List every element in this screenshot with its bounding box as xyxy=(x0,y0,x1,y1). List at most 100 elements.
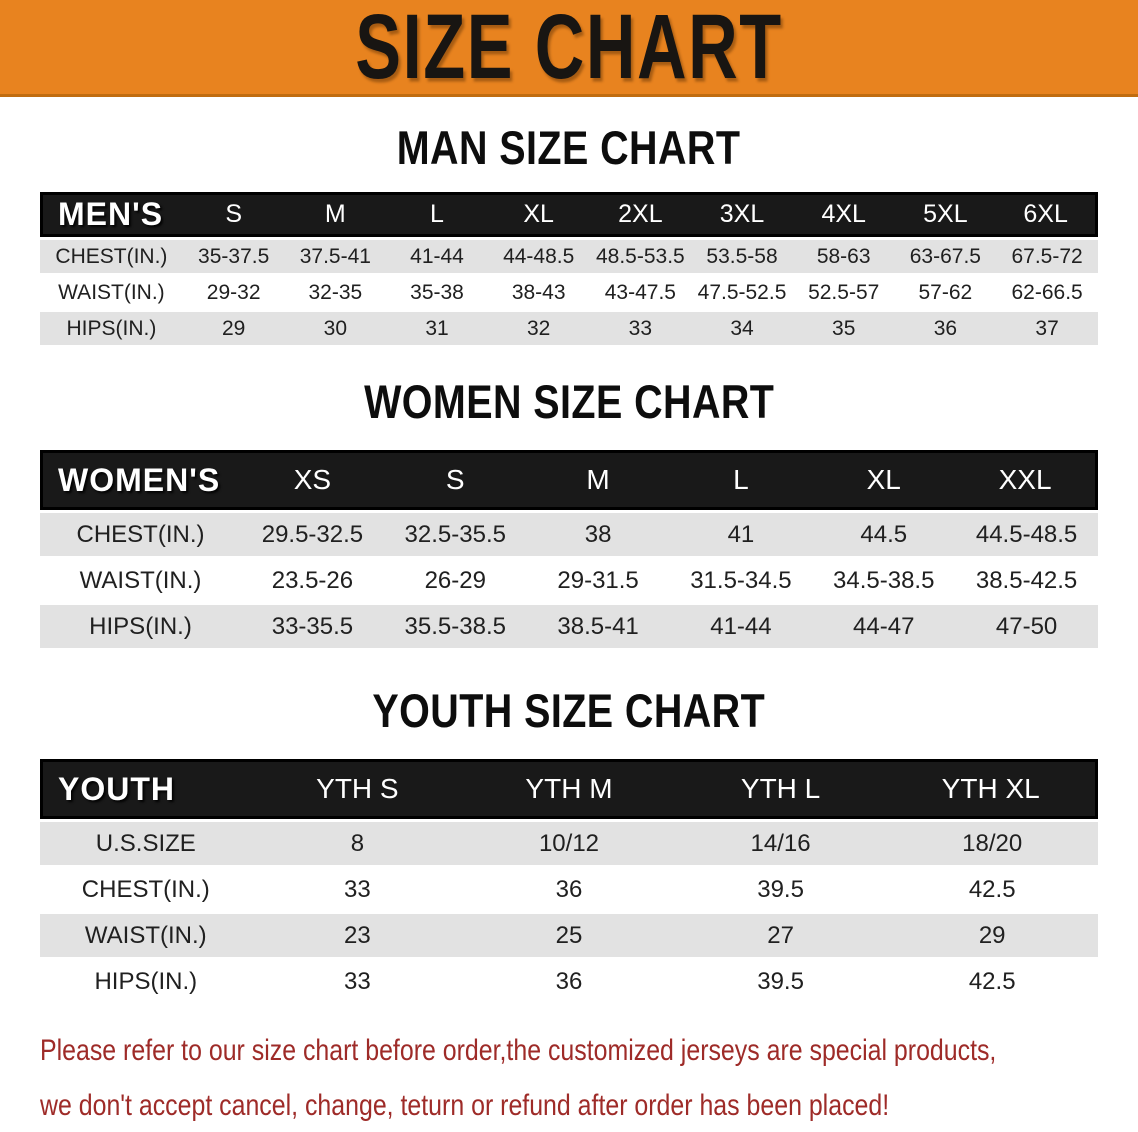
size-column-header: YTH L xyxy=(674,759,887,819)
size-value-cell: 32-35 xyxy=(308,280,363,304)
size-value-cell: 42.5 xyxy=(968,967,1016,995)
size-value-cell: 58-63 xyxy=(816,244,871,268)
size-value-cell: 29-32 xyxy=(206,280,261,304)
measurement-label: WAIST(IN.) xyxy=(84,921,207,949)
size-value-cell: 31.5-34.5 xyxy=(690,566,792,594)
youth-size-table: YOUTH YTH S YTH M YTH L YTH XL U.S.SIZE 8 10/12… xyxy=(40,756,1098,1006)
size-value-cell: 31 xyxy=(425,316,449,340)
measurement-label: HIPS(IN.) xyxy=(94,967,198,995)
size-value-cell: 42.5 xyxy=(968,875,1016,903)
size-value-cell: 47-50 xyxy=(995,612,1058,640)
size-column-header: XXL xyxy=(955,450,1098,510)
size-column-header: YTH S xyxy=(251,759,464,819)
size-value-cell: 29-31.5 xyxy=(557,566,639,594)
measurement-label: CHEST(IN.) xyxy=(55,244,168,268)
table-header-row: YOUTH YTH S YTH M YTH L YTH XL xyxy=(40,759,1098,819)
size-value-cell: 25 xyxy=(555,921,583,949)
disclaimer-line-2: we don't accept cancel, change, teturn o… xyxy=(40,1089,890,1122)
measurement-row: CHEST(IN.) 29.5-32.5 32.5-35.5 38 41 44.5 44.5… xyxy=(40,513,1098,556)
size-column-header: XL xyxy=(487,192,590,237)
size-value-cell: 39.5 xyxy=(757,967,804,995)
size-value-cell: 35-38 xyxy=(410,280,464,304)
size-value-cell: 27 xyxy=(767,921,794,949)
size-value-cell: 41-44 xyxy=(410,244,464,268)
size-value-cell: 29.5-32.5 xyxy=(261,520,364,548)
size-column-header: 3XL xyxy=(691,192,793,237)
women-size-chart-section: WOMEN SIZE CHART WOMEN'S XS S M L XL XXL CHEST(… xyxy=(0,348,1138,651)
men-size-chart-title: MAN SIZE CHART xyxy=(0,97,1138,189)
measurement-label: HIPS(IN.) xyxy=(66,316,157,340)
size-value-cell: 34.5-38.5 xyxy=(833,566,935,594)
size-value-cell: 35 xyxy=(832,316,856,340)
size-value-cell: 35.5-38.5 xyxy=(404,612,506,640)
size-value-cell: 44.5 xyxy=(860,520,908,548)
women-size-table: WOMEN'S XS S M L XL XXL CHEST(IN.) 29.5-32.5 32.5… xyxy=(40,447,1098,651)
measurement-label: CHEST(IN.) xyxy=(76,520,205,548)
size-column-header: 5XL xyxy=(894,192,997,237)
banner-title: SIZE CHART xyxy=(355,0,783,99)
size-value-cell: 32.5-35.5 xyxy=(404,520,506,548)
measurement-row: HIPS(IN.) 29 30 31 32 33 34 35 36 37 xyxy=(40,312,1098,345)
size-value-cell: 10/12 xyxy=(538,829,600,857)
men-size-table: MEN'S S M L XL 2XL 3XL 4XL 5XL 6XL CHEST(IN.) 35-37… xyxy=(40,189,1098,348)
disclaimer-line-1: Please refer to our size chart before or… xyxy=(40,1034,997,1067)
size-column-header: M xyxy=(284,192,387,237)
measurement-row: WAIST(IN.) 23.5-26 26-29 29-31.5 31.5-34.5 34… xyxy=(40,559,1098,602)
table-header-row: WOMEN'S XS S M L XL XXL xyxy=(40,450,1098,510)
size-value-cell: 48.5-53.5 xyxy=(595,244,685,268)
women-size-chart-title: WOMEN SIZE CHART xyxy=(0,348,1138,447)
size-value-cell: 41-44 xyxy=(710,612,772,640)
size-column-header: XS xyxy=(241,450,384,510)
table-group-label: WOMEN'S xyxy=(40,450,242,510)
size-value-cell: 34 xyxy=(730,316,754,340)
men-size-chart-section: MAN SIZE CHART MEN'S S M L XL 2XL 3XL 4XL 5XL 6XL… xyxy=(0,97,1138,348)
measurement-row: U.S.SIZE 8 10/12 14/16 18/20 xyxy=(40,822,1098,865)
size-value-cell: 44.5-48.5 xyxy=(975,520,1078,548)
size-column-header: S xyxy=(383,450,527,510)
size-value-cell: 32 xyxy=(527,316,551,340)
measurement-row: HIPS(IN.) 33-35.5 35.5-38.5 38.5-41 41-44 44-… xyxy=(40,605,1098,648)
size-value-cell: 35-37.5 xyxy=(198,244,270,268)
size-value-cell: 36 xyxy=(555,875,583,903)
size-value-cell: 57-62 xyxy=(918,280,973,304)
table-header-row: MEN'S S M L XL 2XL 3XL 4XL 5XL 6XL xyxy=(40,192,1098,237)
size-value-cell: 47.5-52.5 xyxy=(697,280,787,304)
size-value-cell: 38.5-41 xyxy=(557,612,639,640)
size-value-cell: 44-48.5 xyxy=(503,244,575,268)
size-column-header: L xyxy=(669,450,813,510)
measurement-label: HIPS(IN.) xyxy=(89,612,192,640)
youth-size-chart-title: YOUTH SIZE CHART xyxy=(0,651,1138,756)
size-column-header: XL xyxy=(812,450,956,510)
table-group-label: MEN'S xyxy=(40,192,183,237)
size-value-cell: 18/20 xyxy=(962,829,1023,857)
size-value-cell: 33 xyxy=(344,967,371,995)
size-value-cell: 41 xyxy=(727,520,755,548)
size-column-header: YTH XL xyxy=(886,759,1098,819)
measurement-label: CHEST(IN.) xyxy=(81,875,210,903)
disclaimer: Please refer to our size chart before or… xyxy=(0,1006,1138,1132)
size-column-header: S xyxy=(182,192,285,237)
size-value-cell: 8 xyxy=(350,829,365,857)
size-value-cell: 37.5-41 xyxy=(299,244,371,268)
size-value-cell: 43-47.5 xyxy=(604,280,676,304)
size-value-cell: 23.5-26 xyxy=(271,566,354,594)
measurement-row: CHEST(IN.) 33 36 39.5 42.5 xyxy=(40,868,1098,911)
measurement-row: WAIST(IN.) 29-32 32-35 35-38 38-43 43-47.5 47.… xyxy=(40,276,1098,309)
table-group-label: YOUTH xyxy=(40,759,252,819)
size-column-header: 4XL xyxy=(792,192,895,237)
size-value-cell: 14/16 xyxy=(750,829,811,857)
size-value-cell: 44-47 xyxy=(853,612,915,640)
size-value-cell: 30 xyxy=(323,316,348,340)
measurement-row: WAIST(IN.) 23 25 27 29 xyxy=(40,914,1098,957)
size-value-cell: 38.5-42.5 xyxy=(975,566,1078,594)
size-column-header: L xyxy=(386,192,488,237)
youth-size-chart-title-text: YOUTH SIZE CHART xyxy=(372,684,766,737)
measurement-row: HIPS(IN.) 33 36 39.5 42.5 xyxy=(40,960,1098,1003)
size-value-cell: 29 xyxy=(978,921,1006,949)
size-value-cell: 26-29 xyxy=(424,566,486,594)
size-column-header: YTH M xyxy=(463,759,675,819)
size-value-cell: 52.5-57 xyxy=(808,280,880,304)
men-size-chart-title-text: MAN SIZE CHART xyxy=(397,121,741,174)
size-value-cell: 36 xyxy=(933,316,958,340)
